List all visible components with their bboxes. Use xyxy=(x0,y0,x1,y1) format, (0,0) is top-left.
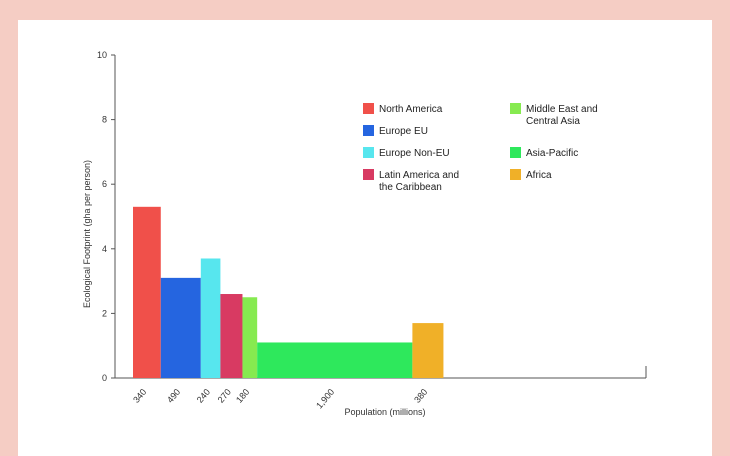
x-tick-label: 180 xyxy=(234,387,251,405)
legend-swatch-5 xyxy=(510,147,521,158)
legend-label-6: Africa xyxy=(526,170,552,181)
x-tick-label: 340 xyxy=(131,387,148,405)
legend-label-0: North America xyxy=(379,104,443,115)
y-tick-labels: 0 2 4 6 8 10 xyxy=(97,50,107,383)
legend-swatch-3 xyxy=(363,169,374,180)
legend-swatch-1 xyxy=(363,125,374,136)
x-tick-label: 1,900 xyxy=(314,387,336,411)
y-tick-label: 6 xyxy=(102,179,107,189)
legend-label-2: Europe Non-EU xyxy=(379,148,450,159)
bar-1 xyxy=(160,277,201,378)
legend: North America Europe EU Europe Non-EU Latin… xyxy=(363,103,598,193)
legend-label-5: Asia-Pacific xyxy=(526,148,578,159)
bars xyxy=(133,206,444,378)
bar-5 xyxy=(257,342,413,378)
y-tick-label: 4 xyxy=(102,244,107,254)
y-tick-label: 2 xyxy=(102,308,107,318)
x-tick-label: 270 xyxy=(216,387,233,405)
legend-label-3: Latin America and the Caribbean xyxy=(379,170,459,193)
legend-swatch-4 xyxy=(510,103,521,114)
x-tick-label: 490 xyxy=(165,387,182,405)
bar-0 xyxy=(133,206,161,378)
bar-4 xyxy=(242,297,258,378)
x-tick-label: 380 xyxy=(412,387,429,405)
y-tick-label: 0 xyxy=(102,373,107,383)
ecological-footprint-chart: 340 490 240 270 180 1,900 380 0 2 4 6 8 10 North Am… xyxy=(82,50,647,417)
legend-swatch-2 xyxy=(363,147,374,158)
bar-6 xyxy=(412,323,444,378)
legend-label-1: Europe EU xyxy=(379,126,428,137)
legend-swatch-6 xyxy=(510,169,521,180)
legend-swatch-0 xyxy=(363,103,374,114)
y-tick-label: 10 xyxy=(97,50,107,60)
bar-2 xyxy=(200,258,221,378)
x-axis-label: Population (millions) xyxy=(344,407,425,417)
y-tick-label: 8 xyxy=(102,115,107,125)
y-axis-label: Ecological Footprint (gha per person) xyxy=(82,160,92,308)
bar-3 xyxy=(220,294,243,378)
legend-label-4: Middle East and Central Asia xyxy=(526,104,598,127)
chart-panel: 340 490 240 270 180 1,900 380 0 2 4 6 8 10 North Am… xyxy=(18,20,712,456)
x-tick-label: 240 xyxy=(195,387,212,405)
